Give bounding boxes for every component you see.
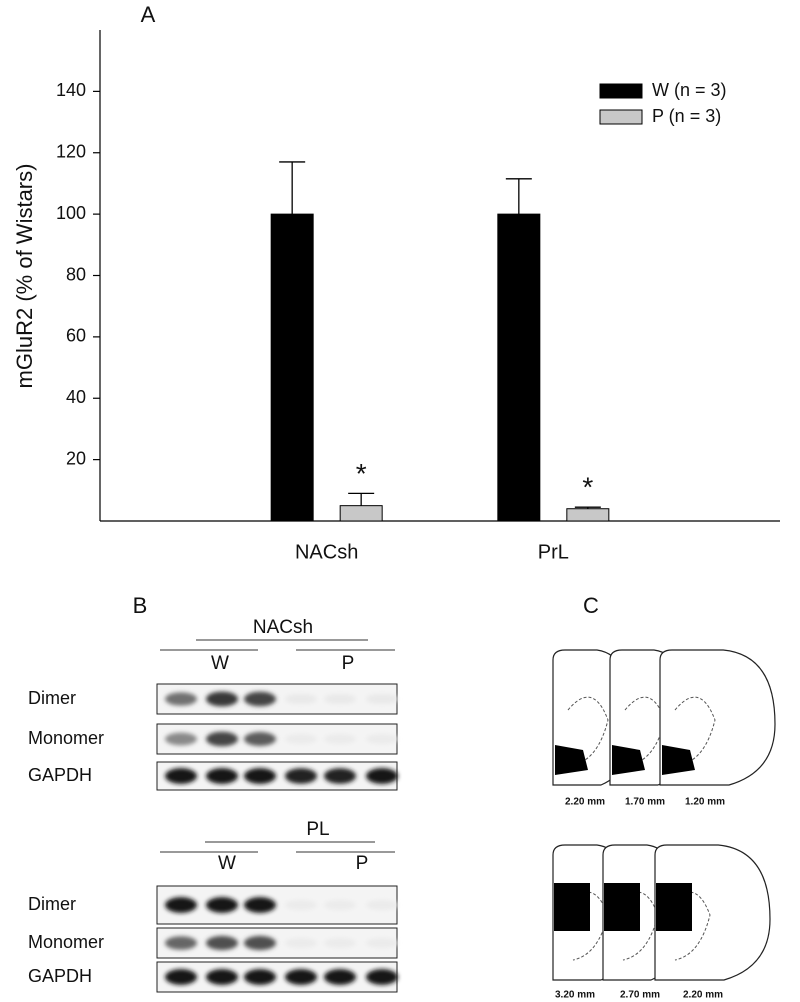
blot-band bbox=[324, 937, 356, 949]
y-tick-label: 100 bbox=[56, 203, 86, 223]
brain-outline bbox=[654, 844, 771, 981]
blot-band bbox=[165, 936, 197, 950]
row-label: GAPDH bbox=[28, 765, 92, 785]
blot-band bbox=[366, 937, 398, 949]
blot-band bbox=[244, 732, 276, 746]
blot-band bbox=[324, 733, 356, 745]
section-coordinate: 1.70 mm bbox=[625, 797, 665, 808]
y-tick-label: 60 bbox=[66, 326, 86, 346]
significance-marker: * bbox=[582, 472, 593, 503]
legend-label: P (n = 3) bbox=[652, 106, 721, 126]
blot-band bbox=[324, 693, 356, 705]
blot-band bbox=[366, 899, 398, 911]
y-tick-label: 20 bbox=[66, 448, 86, 468]
group-label: W bbox=[218, 853, 236, 874]
legend-swatch bbox=[599, 109, 643, 125]
panel-label: C bbox=[583, 593, 599, 618]
blot-band bbox=[324, 768, 356, 784]
blot-band bbox=[285, 969, 317, 985]
blot-band bbox=[206, 731, 238, 747]
blot-band bbox=[366, 768, 398, 784]
blot-band bbox=[285, 937, 317, 949]
section-coordinate: 2.20 mm bbox=[683, 990, 723, 1001]
blot-band bbox=[244, 768, 276, 784]
row-label: GAPDH bbox=[28, 966, 92, 986]
x-tick-label: PrL bbox=[538, 541, 569, 563]
legend-swatch bbox=[599, 83, 643, 99]
y-axis-label: mGluR2 (% of Wistars) bbox=[12, 164, 37, 389]
section-coordinate: 3.20 mm bbox=[555, 990, 595, 1001]
blot-band bbox=[165, 768, 197, 784]
blot-band bbox=[165, 692, 197, 706]
group-label: P bbox=[342, 653, 355, 674]
group-label: P bbox=[356, 853, 369, 874]
x-tick-label: NACsh bbox=[295, 541, 358, 563]
blot-band bbox=[285, 899, 317, 911]
y-tick-label: 80 bbox=[66, 264, 86, 284]
blot-band bbox=[285, 768, 317, 784]
bar bbox=[270, 213, 314, 522]
brain-detail bbox=[674, 696, 716, 766]
panel-label: A bbox=[141, 2, 156, 27]
brain-detail bbox=[567, 696, 609, 766]
blot-band bbox=[324, 969, 356, 985]
target-region bbox=[612, 745, 645, 775]
bar bbox=[339, 505, 383, 522]
panel-label: B bbox=[133, 593, 148, 618]
row-label: Dimer bbox=[28, 688, 76, 708]
blot-band bbox=[366, 969, 398, 985]
blot-band bbox=[165, 897, 197, 913]
target-region bbox=[554, 883, 590, 931]
y-tick-label: 40 bbox=[66, 387, 86, 407]
blot-band bbox=[285, 693, 317, 705]
blot-band bbox=[244, 691, 276, 707]
target-region bbox=[662, 745, 695, 775]
row-label: Monomer bbox=[28, 932, 104, 952]
section-coordinate: 2.70 mm bbox=[620, 990, 660, 1001]
blot-band bbox=[324, 899, 356, 911]
blot-band bbox=[366, 693, 398, 705]
section-coordinate: 2.20 mm bbox=[565, 797, 605, 808]
target-region bbox=[656, 883, 692, 931]
group-label: W bbox=[211, 653, 229, 674]
section-coordinate: 1.20 mm bbox=[685, 797, 725, 808]
bar bbox=[497, 213, 541, 522]
blot-band bbox=[285, 733, 317, 745]
blot-band bbox=[244, 935, 276, 951]
blot-band bbox=[206, 768, 238, 784]
significance-marker: * bbox=[356, 458, 367, 489]
blot-region: NACsh bbox=[253, 617, 313, 638]
blot-band bbox=[165, 732, 197, 746]
blot-band bbox=[244, 897, 276, 913]
blot-band bbox=[366, 733, 398, 745]
y-tick-label: 120 bbox=[56, 142, 86, 162]
blot-band bbox=[206, 897, 238, 913]
target-region bbox=[555, 745, 588, 775]
target-region bbox=[604, 883, 640, 931]
y-tick-label: 140 bbox=[56, 80, 86, 100]
row-label: Dimer bbox=[28, 894, 76, 914]
blot-band bbox=[244, 969, 276, 985]
blot-region: PL bbox=[306, 819, 329, 840]
row-label: Monomer bbox=[28, 728, 104, 748]
bar bbox=[566, 508, 610, 522]
blot-band bbox=[165, 969, 197, 985]
blot-band bbox=[206, 969, 238, 985]
legend-label: W (n = 3) bbox=[652, 80, 727, 100]
blot-band bbox=[206, 691, 238, 707]
blot-band bbox=[206, 935, 238, 951]
